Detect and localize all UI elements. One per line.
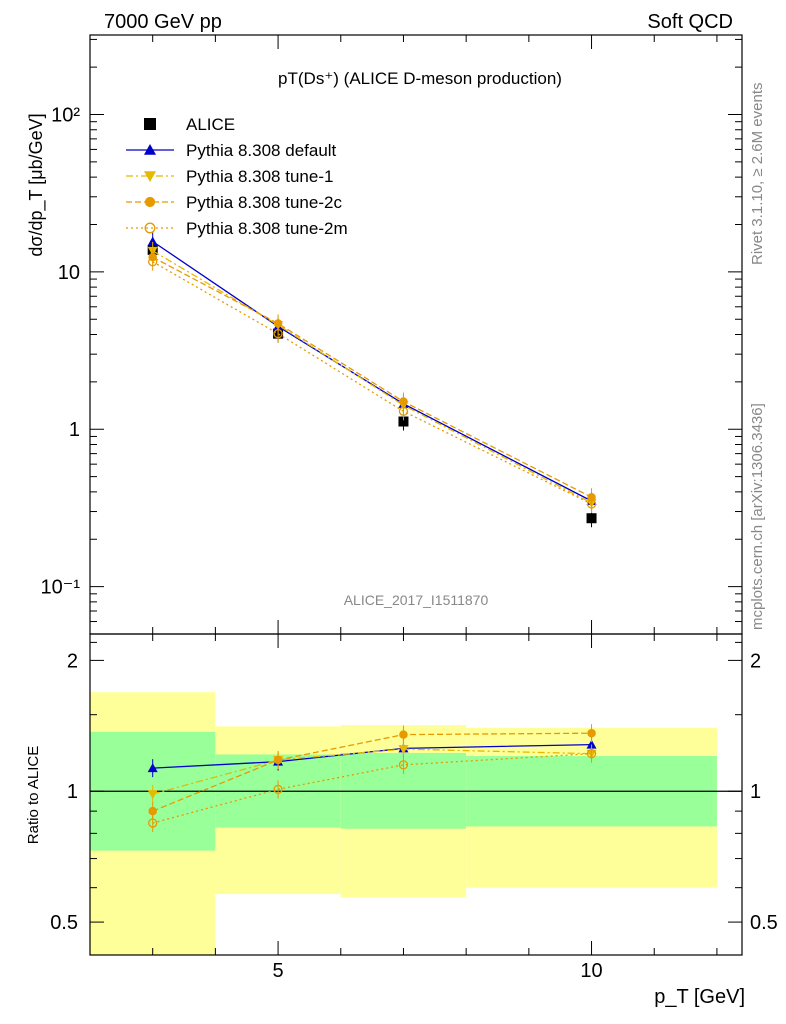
legend-label-alice: ALICE [186,115,235,134]
analysis-id: ALICE_2017_I1511870 [344,592,489,608]
main-y-axis-label: dσ/dp_T [μb/GeV] [26,113,47,256]
x-axis-label: p_T [GeV] [654,986,745,1008]
ratio-point-pythia-8-308-tune-2m [586,749,597,759]
ratio-point-pythia-8-308-tune-2c [399,730,408,739]
legend-marker-alice [144,118,156,130]
ratio-point-pythia-8-308-tune-2c [148,806,157,816]
main-point-alice [586,513,597,524]
ratio-point-pythia-8-308-default [586,739,597,749]
ratio-y-axis-label: Ratio to ALICE [25,746,42,844]
main-line-pythia-8-308-tune-1 [152,250,592,504]
x-tick-label: 5 [273,960,284,982]
ratio-ytick-label: 1 [67,781,78,803]
x-tick-label: 10 [580,960,602,982]
legend-label-pythia-8-308-default: Pythia 8.308 default [186,141,337,160]
legend-marker-pythia-8-308-tune-1 [144,171,156,182]
main-line-pythia-8-308-tune-2c [152,256,592,498]
main-point-pythia-8-308-tune-2m [148,257,158,267]
header-right: Soft QCD [647,11,733,33]
main-ytick-label: 10 [58,262,80,284]
ratio-ytick-label-right: 1 [750,781,761,803]
legend-label-pythia-8-308-tune-2c: Pythia 8.308 tune-2c [186,193,342,212]
main-point-pythia-8-308-default [147,236,158,246]
ratio-frame [89,633,743,956]
main-point-pythia-8-308-tune-2m [273,329,283,339]
legend: ALICE Pythia 8.308 default Pythia 8.308 tu… [126,115,348,238]
ratio-line-pythia-8-308-tune-2m [152,753,592,824]
main-line-pythia-8-308-default [152,240,592,502]
ratio-line-pythia-8-308-tune-1 [152,748,592,795]
main-ytick-label: 10² [51,104,80,126]
legend-marker-pythia-8-308-tune-2m [144,222,156,234]
ratio-ytick-label: 0.5 [50,912,78,934]
main-point-pythia-8-308-tune-2c [273,319,283,328]
ratio-point-pythia-8-308-tune-2m [148,818,158,828]
chart-title: pT(Ds⁺) (ALICE D-meson production) [278,69,562,88]
main-line-pythia-8-308-tune-2m [152,261,592,505]
main-point-pythia-8-308-tune-2m [398,406,409,416]
ratio-line-pythia-8-308-tune-2c [152,732,592,812]
legend-label-pythia-8-308-tune-2m: Pythia 8.308 tune-2m [186,219,348,238]
main-point-pythia-8-308-tune-2m [586,499,597,509]
ratio-point-pythia-8-308-tune-2c [587,728,596,738]
legend-marker-pythia-8-308-default [144,144,156,155]
legend-label-pythia-8-308-tune-1: Pythia 8.308 tune-1 [186,167,333,186]
ratio-point-pythia-8-308-tune-1 [147,790,158,800]
rivet-label: Rivet 3.1.10, ≥ 2.6M events [749,83,766,266]
ratio-ytick-label-right: 2 [750,650,761,672]
ratio-point-pythia-8-308-tune-2m [398,760,409,770]
main-point-pythia-8-308-tune-2c [399,397,408,406]
ratio-point-pythia-8-308-tune-2m [273,784,283,795]
header-left: 7000 GeV pp [104,11,222,33]
ratio-line-pythia-8-308-default [152,743,592,769]
main-ytick-label: 1 [69,419,80,441]
ratio-point-pythia-8-308-tune-1 [398,745,409,755]
ratio-ytick-label: 2 [67,650,78,672]
mcplots-label: mcplots.cern.ch [arXiv:1306.3436] [749,403,766,630]
ratio-ytick-label-right: 0.5 [750,912,778,934]
main-point-alice [398,416,409,427]
main-ytick-label: 10⁻¹ [41,577,81,599]
legend-marker-pythia-8-308-tune-2c [144,196,156,208]
ratio-point-pythia-8-308-tune-2c [273,755,283,765]
ratio-point-pythia-8-308-default [147,763,158,773]
